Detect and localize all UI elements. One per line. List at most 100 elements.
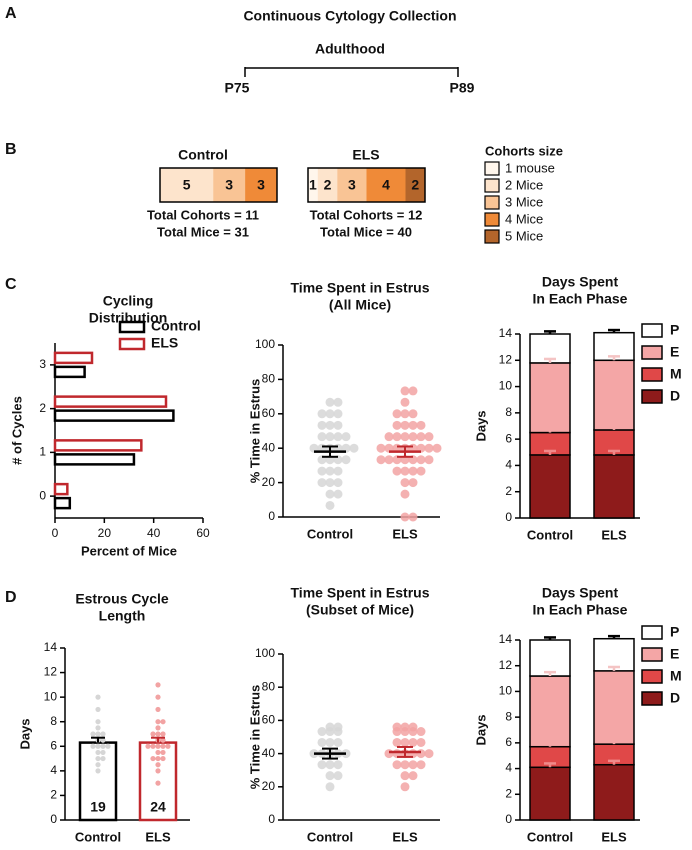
cohort-segment (213, 168, 246, 202)
y-tick-label: 2 (50, 788, 57, 802)
cohort-count: 5 (183, 177, 191, 193)
cohort-segment (245, 168, 277, 202)
data-point (317, 478, 327, 488)
data-point (90, 731, 96, 737)
legend-label: Control (151, 318, 201, 334)
data-point (408, 466, 418, 476)
data-point (100, 743, 106, 749)
data-point (100, 731, 106, 737)
legend-swatch (484, 161, 500, 176)
cohort-count: 3 (225, 177, 233, 193)
chart-title: Distribution (89, 310, 168, 326)
cohort-segment (317, 168, 338, 202)
data-point (408, 478, 418, 488)
chart-title: Estrous Cycle (75, 591, 169, 607)
y-tick-label: 80 (262, 679, 276, 693)
legend-swatch (641, 669, 663, 684)
data-point (400, 771, 410, 781)
data-point (400, 512, 410, 522)
data-point (90, 743, 96, 749)
bar-segment (529, 362, 571, 434)
data-point (100, 749, 106, 756)
data-point (424, 455, 434, 465)
data-point (432, 443, 442, 453)
x-tick-label: ELS (145, 829, 171, 844)
chart-title: Days Spent (542, 274, 619, 290)
total-mice: Total Mice = 40 (320, 224, 412, 239)
data-point (155, 768, 161, 774)
legend-label: 3 Mice (505, 194, 543, 209)
bar-segment (593, 670, 635, 745)
data-point (333, 397, 343, 407)
chart-title: Time Spent in Estrus (291, 585, 430, 601)
x-tick-label: Control (527, 829, 573, 844)
data-point (95, 749, 101, 756)
data-point (333, 760, 343, 770)
legend-label: P (670, 624, 679, 640)
x-tick-label: 40 (147, 526, 161, 540)
legend-swatch (641, 323, 663, 338)
data-point (145, 743, 151, 749)
data-point (384, 432, 394, 442)
legend-label: 5 Mice (505, 228, 543, 243)
y-tick-label: 40 (262, 440, 276, 454)
bar-segment (529, 639, 571, 677)
data-point (376, 455, 386, 465)
bar (53, 496, 72, 510)
data-point (160, 755, 166, 762)
legend-swatch (484, 229, 500, 244)
y-tick-label: 0 (268, 509, 275, 523)
data-point (155, 725, 161, 731)
y-tick-label: 4 (505, 458, 512, 472)
data-point (408, 771, 418, 781)
data-point (333, 737, 343, 747)
cohort-segment (405, 168, 425, 202)
y-tick-label: 60 (262, 406, 276, 420)
x-tick-label: 20 (98, 526, 112, 540)
legend-title: Cohorts size (485, 143, 563, 158)
data-point (160, 731, 166, 737)
data-point (325, 397, 335, 407)
data-point (408, 432, 418, 442)
n-label: 24 (150, 799, 166, 815)
bar (53, 482, 69, 496)
data-point (325, 760, 335, 770)
data-point (416, 420, 426, 430)
legend-swatch (641, 345, 663, 360)
group-label: Control (178, 147, 228, 163)
bar (53, 439, 143, 452)
x-tick-label: Control (307, 526, 353, 541)
timeline-period: Adulthood (315, 41, 385, 57)
data-point (317, 466, 327, 476)
y-tick-label: 100 (255, 337, 275, 351)
data-point (155, 706, 161, 713)
data-point (150, 731, 156, 737)
cohort-count: 3 (348, 177, 356, 193)
data-point (408, 386, 418, 396)
data-point (317, 420, 327, 430)
y-tick-label: 100 (255, 646, 275, 660)
bar (53, 365, 86, 379)
cohort-box (307, 167, 426, 203)
y-axis-label: Days (473, 410, 488, 441)
bar-segment (529, 675, 571, 748)
y-tick-label: 10 (44, 689, 58, 703)
data-point (317, 760, 327, 770)
data-point (95, 725, 101, 731)
y-tick-label: 14 (499, 632, 513, 646)
y-tick-label: 2 (505, 786, 512, 800)
chart-title: Length (99, 608, 146, 624)
legend-label: 4 Mice (505, 211, 543, 226)
y-tick-label: 2 (505, 484, 512, 498)
data-point (416, 466, 426, 476)
data-point (325, 771, 335, 781)
y-tick-label: 3 (39, 357, 46, 371)
panel-label: A (5, 5, 17, 22)
bar (53, 409, 175, 422)
data-point (95, 743, 101, 749)
legend-swatch (641, 389, 663, 404)
legend-swatch (484, 195, 500, 210)
y-tick-label: 10 (499, 379, 513, 393)
data-point (392, 432, 402, 442)
